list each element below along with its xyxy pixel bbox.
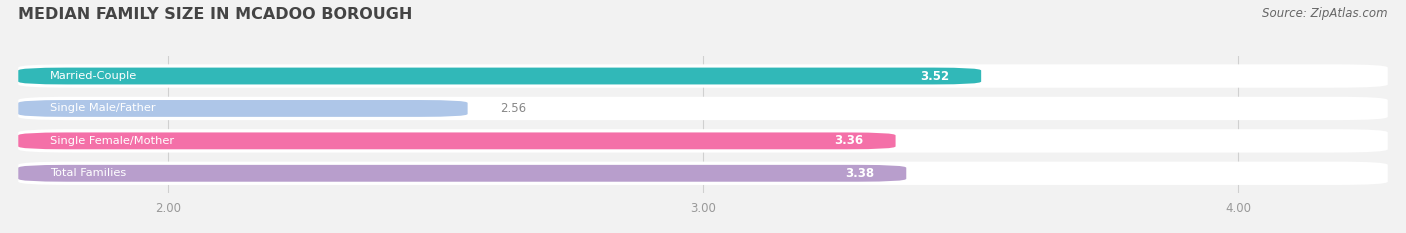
FancyBboxPatch shape (18, 162, 1388, 185)
FancyBboxPatch shape (18, 132, 896, 149)
Text: Married-Couple: Married-Couple (51, 71, 138, 81)
FancyBboxPatch shape (18, 68, 981, 84)
FancyBboxPatch shape (18, 100, 468, 117)
Text: 3.52: 3.52 (920, 69, 949, 82)
Text: 3.38: 3.38 (845, 167, 875, 180)
Text: Source: ZipAtlas.com: Source: ZipAtlas.com (1263, 7, 1388, 20)
Text: 2.56: 2.56 (499, 102, 526, 115)
Text: Total Families: Total Families (51, 168, 127, 178)
Text: Single Male/Father: Single Male/Father (51, 103, 156, 113)
Text: 3.36: 3.36 (834, 134, 863, 147)
FancyBboxPatch shape (18, 64, 1388, 88)
FancyBboxPatch shape (18, 165, 907, 182)
FancyBboxPatch shape (18, 97, 1388, 120)
Text: MEDIAN FAMILY SIZE IN MCADOO BOROUGH: MEDIAN FAMILY SIZE IN MCADOO BOROUGH (18, 7, 412, 22)
FancyBboxPatch shape (18, 129, 1388, 153)
Text: Single Female/Mother: Single Female/Mother (51, 136, 174, 146)
